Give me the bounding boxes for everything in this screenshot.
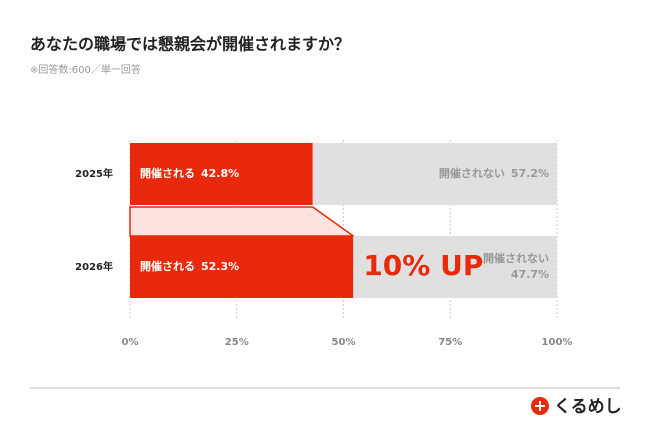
annotation: 10% UP [363, 249, 483, 282]
segment-name: 開催される [140, 166, 195, 180]
bar-segment [312, 143, 557, 205]
chart-title: あなたの職場では懇親会が開催されますか？ [30, 35, 350, 54]
bar-segment [130, 143, 313, 205]
chart-subtitle: ※回答数:600／単一回答 [30, 63, 141, 76]
value-label: 52.3% [201, 260, 239, 273]
change-connector [129, 206, 356, 237]
segment-name: 開催される [140, 259, 195, 273]
x-tick-label: 0% [122, 337, 139, 348]
category-label: 2026年 [75, 260, 113, 273]
value-label: 47.7% [511, 268, 549, 281]
x-tick-label: 50% [332, 337, 356, 348]
value-label: 42.8% [201, 167, 239, 180]
bar-segment [130, 236, 354, 298]
x-tick-label: 75% [438, 337, 462, 348]
value-label: 57.2% [511, 167, 549, 180]
bar-segment [353, 236, 557, 298]
brand-logo: くるめし [531, 397, 622, 417]
category-label: 2025年 [75, 167, 113, 180]
x-tick-label: 100% [542, 337, 573, 348]
brand-name: くるめし [554, 397, 622, 417]
x-tick-label: 25% [225, 337, 249, 348]
logo-icon-mark [535, 401, 545, 411]
segment-name: 開催されない [439, 166, 505, 180]
segment-name: 開催されない [483, 251, 549, 265]
